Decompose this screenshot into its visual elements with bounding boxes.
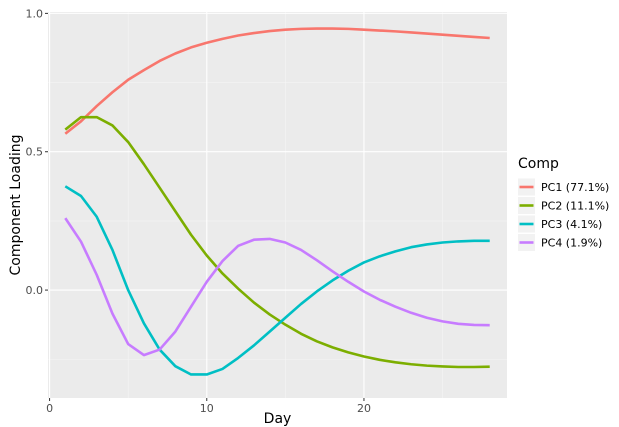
y-tick-label: 0.0: [26, 284, 44, 297]
y-tick-label: 0.5: [26, 146, 44, 159]
legend-label: PC2 (11.1%): [541, 200, 609, 213]
y-tick-label: 1.0: [26, 7, 44, 20]
series-line-pc2: [64, 115, 490, 369]
legend-label: PC1 (77.1%): [541, 181, 609, 194]
x-axis-title: Day: [264, 411, 292, 427]
x-tick-label: 10: [200, 402, 214, 415]
series-line-pc3: [64, 185, 490, 376]
series-lines: [64, 27, 490, 376]
series-line-pc1: [64, 27, 490, 135]
x-tick-label: 0: [46, 402, 53, 415]
grid-major: [48, 12, 507, 398]
series-line-pc4: [64, 217, 490, 357]
plot-panel: [48, 12, 507, 398]
x-tick-label: 20: [357, 402, 371, 415]
legend-label: PC3 (4.1%): [541, 218, 602, 231]
legend: Comp PC1 (77.1%) PC2 (11.1%) PC3 (4.1%) PC4…: [518, 156, 609, 251]
legend-label: PC4 (1.9%): [541, 237, 602, 250]
x-axis-ticks: 0 10 20: [46, 398, 371, 415]
legend-title: Comp: [518, 156, 559, 172]
legend-items: PC1 (77.1%) PC2 (11.1%) PC3 (4.1%) PC4 (1.9…: [518, 178, 609, 251]
y-axis-title: Component Loading: [8, 135, 24, 276]
y-axis-ticks: 0.0 0.5 1.0: [26, 7, 48, 297]
